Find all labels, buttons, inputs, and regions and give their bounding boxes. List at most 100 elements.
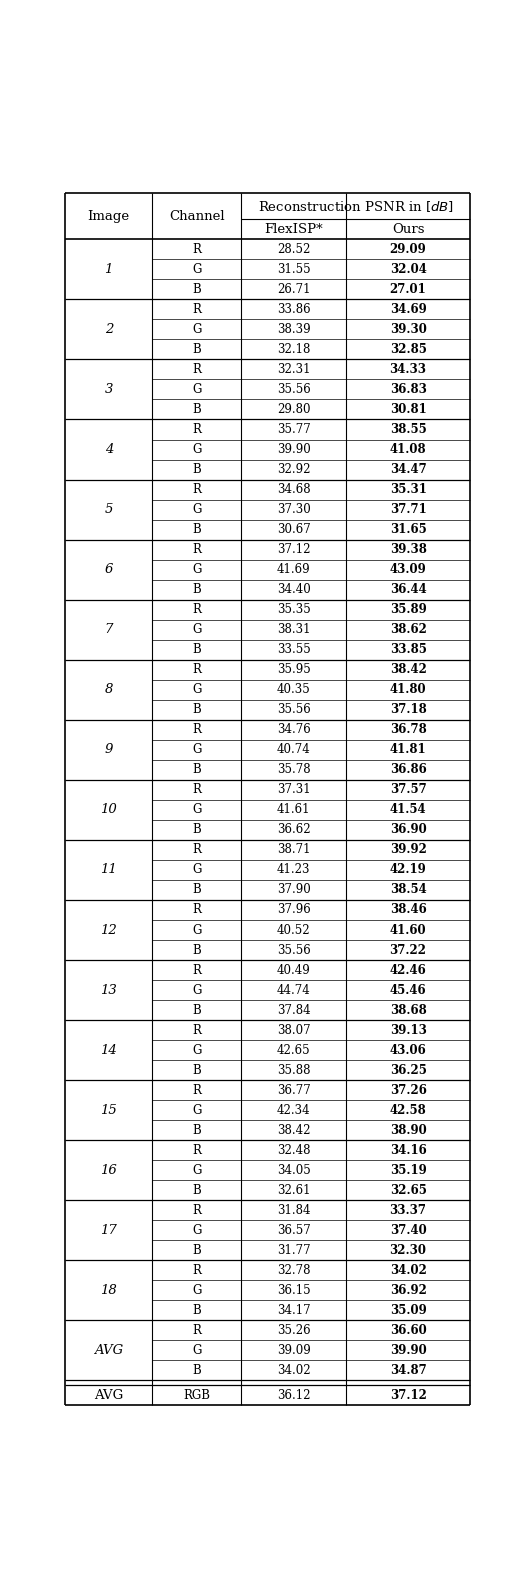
Text: 34.68: 34.68	[277, 483, 311, 496]
Text: 7: 7	[104, 623, 113, 636]
Text: 32.92: 32.92	[277, 463, 311, 475]
Text: G: G	[192, 1224, 201, 1237]
Text: R: R	[192, 784, 201, 797]
Text: R: R	[192, 1143, 201, 1156]
Text: 34.69: 34.69	[390, 302, 426, 316]
Text: 29.80: 29.80	[277, 402, 311, 417]
Text: 26.71: 26.71	[277, 283, 311, 296]
Text: G: G	[192, 383, 201, 396]
Text: 31.77: 31.77	[277, 1243, 311, 1256]
Text: 36.92: 36.92	[389, 1283, 426, 1297]
Text: 9: 9	[104, 743, 113, 757]
Text: 37.71: 37.71	[390, 502, 426, 517]
Text: G: G	[192, 563, 201, 576]
Text: R: R	[192, 483, 201, 496]
Text: 8: 8	[104, 684, 113, 696]
Text: 39.90: 39.90	[277, 444, 311, 456]
Text: 34.47: 34.47	[390, 463, 426, 475]
Text: G: G	[192, 924, 201, 937]
Text: 34.87: 34.87	[390, 1364, 426, 1377]
Text: 37.96: 37.96	[277, 903, 311, 916]
Text: 36.25: 36.25	[389, 1064, 426, 1076]
Text: Channel: Channel	[169, 210, 224, 223]
Text: 28.52: 28.52	[277, 243, 311, 256]
Text: 39.92: 39.92	[389, 843, 426, 857]
Text: 30.81: 30.81	[390, 402, 426, 417]
Text: 4: 4	[104, 444, 113, 456]
Text: 10: 10	[100, 803, 117, 816]
Text: 44.74: 44.74	[277, 984, 311, 997]
Text: B: B	[192, 463, 201, 475]
Text: 31.84: 31.84	[277, 1204, 311, 1216]
Text: 31.65: 31.65	[390, 523, 426, 536]
Text: G: G	[192, 444, 201, 456]
Text: 35.89: 35.89	[390, 603, 426, 617]
Text: Ours: Ours	[392, 223, 424, 235]
Text: 38.42: 38.42	[277, 1124, 311, 1137]
Text: 38.62: 38.62	[389, 623, 426, 636]
Text: B: B	[192, 283, 201, 296]
Text: 35.56: 35.56	[277, 943, 311, 957]
Text: R: R	[192, 1264, 201, 1277]
Text: 39.09: 39.09	[277, 1344, 311, 1356]
Text: B: B	[192, 644, 201, 657]
Text: 18: 18	[100, 1283, 117, 1297]
Text: R: R	[192, 1084, 201, 1097]
Text: Image: Image	[88, 210, 130, 223]
Text: 35.95: 35.95	[277, 663, 311, 676]
Text: B: B	[192, 343, 201, 356]
Text: AVG: AVG	[94, 1344, 123, 1356]
Text: B: B	[192, 1304, 201, 1317]
Text: 37.18: 37.18	[390, 703, 426, 716]
Text: 40.52: 40.52	[277, 924, 311, 937]
Text: R: R	[192, 1324, 201, 1337]
Text: B: B	[192, 584, 201, 596]
Text: 42.65: 42.65	[277, 1043, 311, 1057]
Text: 32.61: 32.61	[277, 1185, 311, 1197]
Text: R: R	[192, 603, 201, 617]
Text: 34.17: 34.17	[277, 1304, 311, 1317]
Text: 3: 3	[104, 383, 113, 396]
Text: R: R	[192, 302, 201, 316]
Text: RGB: RGB	[183, 1388, 210, 1401]
Text: 41.54: 41.54	[390, 803, 426, 816]
Text: 40.35: 40.35	[277, 684, 311, 696]
Text: 33.86: 33.86	[277, 302, 311, 316]
Text: 27.01: 27.01	[390, 283, 426, 296]
Text: 34.02: 34.02	[277, 1364, 311, 1377]
Text: 34.16: 34.16	[390, 1143, 426, 1156]
Text: 35.35: 35.35	[277, 603, 311, 617]
Text: B: B	[192, 1124, 201, 1137]
Text: 13: 13	[100, 984, 117, 997]
Text: 37.12: 37.12	[389, 1388, 426, 1401]
Text: FlexISP*: FlexISP*	[265, 223, 323, 235]
Text: 35.26: 35.26	[277, 1324, 311, 1337]
Text: 32.30: 32.30	[389, 1243, 426, 1256]
Text: G: G	[192, 984, 201, 997]
Text: B: B	[192, 1364, 201, 1377]
Text: G: G	[192, 863, 201, 876]
Text: 11: 11	[100, 863, 117, 876]
Text: 16: 16	[100, 1164, 117, 1177]
Text: 36.12: 36.12	[277, 1388, 311, 1401]
Text: 35.56: 35.56	[277, 383, 311, 396]
Text: 38.46: 38.46	[390, 903, 426, 916]
Text: 36.77: 36.77	[277, 1084, 311, 1097]
Text: 41.81: 41.81	[390, 743, 426, 757]
Text: 39.13: 39.13	[389, 1024, 426, 1037]
Text: 38.39: 38.39	[277, 323, 311, 335]
Text: R: R	[192, 843, 201, 857]
Text: 37.90: 37.90	[277, 884, 311, 897]
Text: Reconstruction PSNR in $[dB]$: Reconstruction PSNR in $[dB]$	[257, 199, 454, 213]
Text: 38.71: 38.71	[277, 843, 311, 857]
Text: 37.30: 37.30	[277, 502, 311, 517]
Text: B: B	[192, 402, 201, 417]
Text: 35.77: 35.77	[277, 423, 311, 436]
Text: 41.61: 41.61	[277, 803, 311, 816]
Text: 41.08: 41.08	[390, 444, 426, 456]
Text: 36.86: 36.86	[390, 763, 426, 776]
Text: G: G	[192, 1164, 201, 1177]
Text: 42.34: 42.34	[277, 1103, 311, 1116]
Text: G: G	[192, 262, 201, 275]
Text: R: R	[192, 663, 201, 676]
